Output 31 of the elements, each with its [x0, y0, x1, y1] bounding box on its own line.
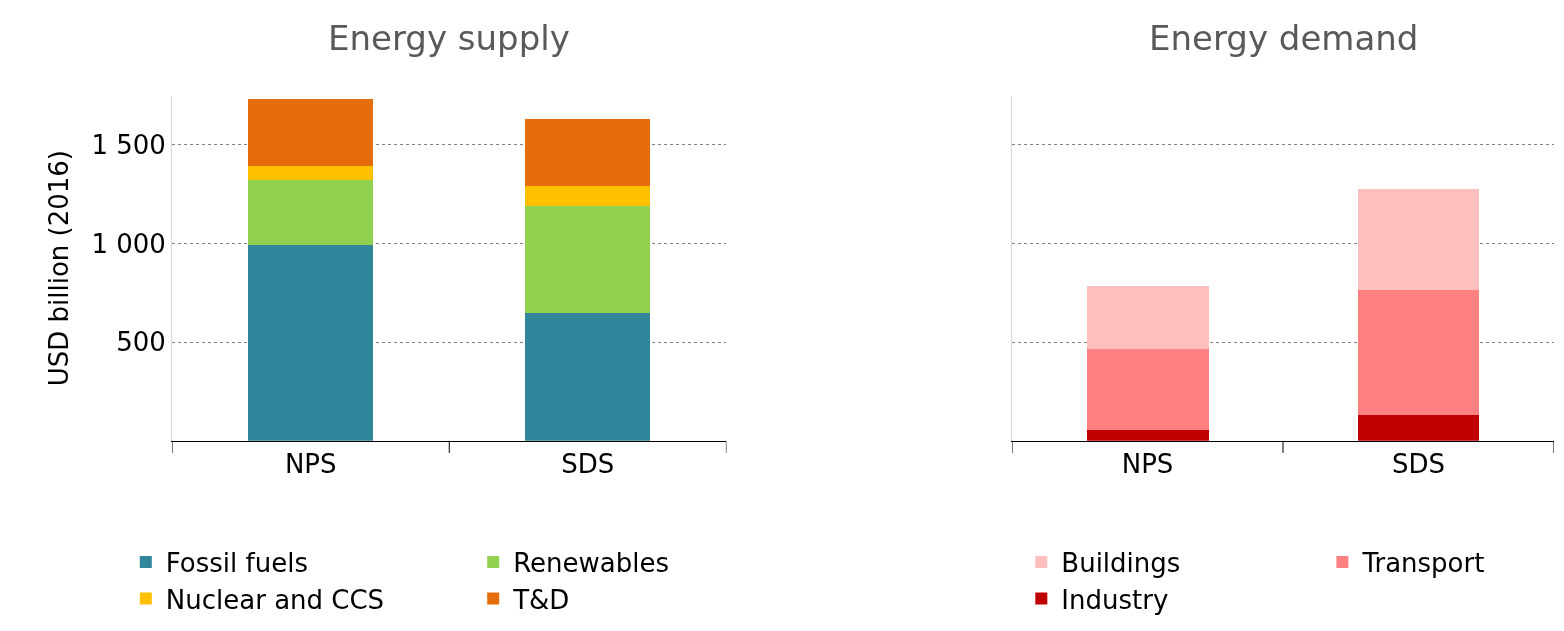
x-tick-label: SDS	[561, 448, 615, 479]
bar	[1086, 285, 1209, 350]
chart-title: Energy supply	[328, 18, 570, 58]
bar	[525, 206, 651, 313]
legend-label: Nuclear and CCS	[165, 584, 385, 615]
bar	[248, 245, 374, 441]
bar	[1086, 429, 1209, 441]
legend-label: Renewables	[513, 548, 670, 579]
legend-label: T&D	[512, 584, 570, 615]
x-tick-label: NPS	[1121, 448, 1174, 479]
bar	[248, 165, 374, 181]
y-tick-label: 500	[116, 327, 166, 358]
legend-label: Buildings	[1061, 548, 1181, 579]
bar	[1357, 415, 1480, 441]
x-tick-label: NPS	[284, 448, 337, 479]
bar	[248, 99, 374, 166]
legend-label: Transport	[1361, 548, 1485, 579]
bar	[248, 180, 374, 246]
y-axis-title: USD billion (2016)	[43, 149, 74, 387]
bar	[525, 312, 651, 441]
x-tick-label: SDS	[1392, 448, 1446, 479]
y-tick-label: 1 000	[91, 228, 166, 259]
bar	[1357, 289, 1480, 416]
bar	[1086, 349, 1209, 430]
legend-label: Industry	[1061, 584, 1169, 615]
chart-title: Energy demand	[1149, 18, 1419, 58]
bar	[525, 119, 651, 187]
legend-label: Fossil fuels	[165, 548, 308, 579]
bar	[1357, 189, 1480, 290]
y-tick-label: 1 500	[91, 129, 166, 160]
bar	[525, 186, 651, 207]
